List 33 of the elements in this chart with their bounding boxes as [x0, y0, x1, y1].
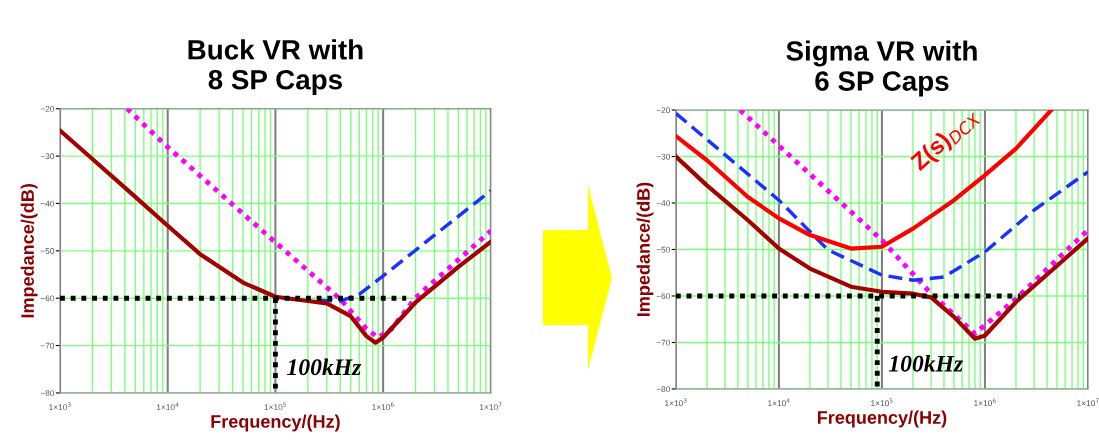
y-tick-label: −70 — [40, 342, 55, 349]
y-tick-label: −30 — [656, 153, 670, 160]
x-tick-label: 1×10$^{6}$ — [372, 402, 394, 411]
annotation: 100kHz — [888, 355, 964, 372]
x-axis-title: Frequency/(Hz) — [211, 414, 340, 432]
x-tick-label: 1×10$^{5}$ — [264, 402, 287, 411]
y-tick-label: −60 — [656, 293, 670, 300]
y-tick-label: −80 — [656, 386, 670, 393]
chart-title: Sigma VR with 6 SP Caps — [786, 40, 977, 97]
y-tick-label: −70 — [656, 339, 670, 346]
x-tick-label: 1×10$^{3}$ — [49, 402, 71, 411]
text: Z(s)$_{DCX}$ — [909, 105, 983, 175]
x-tick-label: 1×10$^{7}$ — [480, 402, 502, 411]
y-tick-label: −40 — [40, 200, 55, 207]
y-tick-label: −20 — [40, 105, 55, 112]
y-tick-label: −20 — [656, 107, 670, 114]
x-tick-label: 1×10$^{7}$ — [1077, 398, 1099, 407]
chart-title: Buck VR with 8 SP Caps — [188, 39, 363, 96]
y-tick-label: −30 — [40, 153, 55, 160]
x-tick-label: 1×10$^{4}$ — [768, 398, 790, 407]
y-axis-title: Impedance/(dB) — [20, 184, 38, 318]
y-tick-label: −50 — [40, 248, 55, 254]
y-tick-label: −50 — [656, 246, 670, 253]
y-tick-label: −80 — [40, 390, 55, 397]
x-tick-label: 1×10$^{4}$ — [156, 402, 179, 411]
y-tick-label: −60 — [40, 295, 55, 302]
x-tick-label: 1×10$^{6}$ — [974, 398, 996, 407]
x-tick-label: 1×10$^{5}$ — [871, 398, 893, 407]
x-axis-title: Frequency/(Hz) — [817, 410, 947, 428]
x-tick-label: 1×10$^{3}$ — [665, 398, 687, 407]
y-tick-label: −40 — [656, 200, 670, 207]
annotation: 100kHz — [287, 358, 362, 376]
y-axis-title: Impedance/(dB) — [636, 182, 654, 317]
